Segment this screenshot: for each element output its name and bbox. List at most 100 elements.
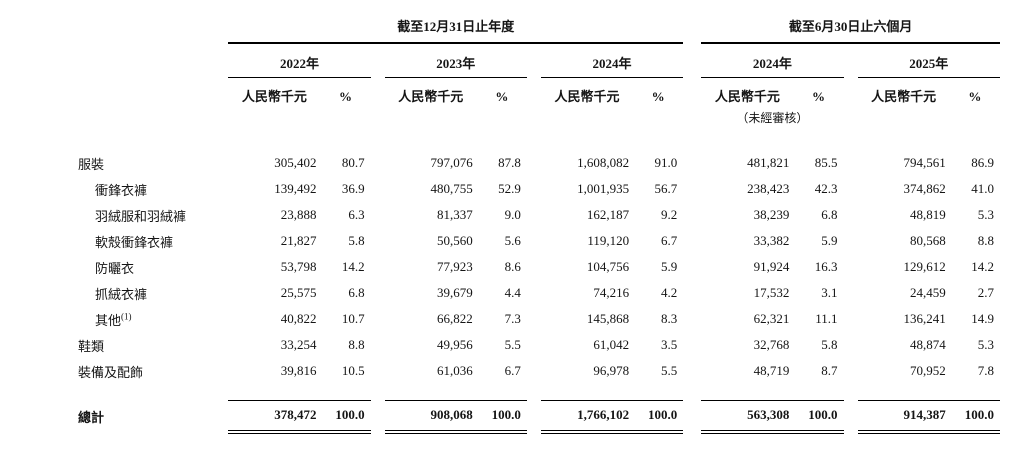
value-cell: 50,560	[437, 233, 473, 248]
pct-cell: 11.1	[815, 311, 838, 326]
table-row: 抓絨衣褲 25,575 6.8 39,679 4.4 74,216 4.2 17,532 3.1…	[78, 280, 1000, 306]
pct-cell: 5.5	[504, 337, 521, 352]
unit-header-rmb: 人民幣千元	[554, 89, 620, 104]
pct-cell: 8.8	[977, 233, 994, 248]
value-cell: 162,187	[586, 207, 630, 222]
unaudited-note-row: （未經審核）	[78, 107, 1000, 126]
pct-cell: 5.3	[977, 337, 994, 352]
value-cell: 1,608,082	[577, 155, 630, 170]
pct-cell: 91.0	[654, 155, 678, 170]
table-row: 鞋類 33,254 8.8 49,956 5.5 61,042 3.5 32,768 5.8 48…	[78, 332, 1000, 358]
value-cell: 33,254	[280, 337, 317, 352]
pct-cell: 5.9	[821, 233, 838, 248]
pct-cell: 85.5	[814, 155, 838, 170]
value-cell: 96,978	[593, 363, 630, 378]
table-row: 防曬衣 53,798 14.2 77,923 8.6 104,756 5.9 91,924 16…	[78, 254, 1000, 280]
spacer-row	[78, 126, 1000, 150]
unit-header-row: 人民幣千元 % 人民幣千元 % 人民幣千元 % 人民幣千元 % 人民幣千元 %	[78, 78, 1000, 108]
spacer-row	[78, 384, 1000, 400]
unit-header-pct: %	[811, 89, 825, 104]
table-row: 軟殼衝鋒衣褲 21,827 5.8 50,560 5.6 119,120 6.7 33,382…	[78, 228, 1000, 254]
value-cell: 38,239	[753, 207, 790, 222]
pct-cell: 56.7	[654, 181, 678, 196]
unit-header-rmb: 人民幣千元	[714, 89, 780, 104]
pct-cell: 4.2	[660, 285, 678, 300]
value-cell: 48,819	[909, 207, 946, 222]
total-row: 總計 378,472 100.0 908,068 100.0 1,766,102 100.0…	[78, 399, 1000, 434]
value-cell: 53,798	[280, 259, 317, 274]
unit-header-rmb: 人民幣千元	[871, 89, 937, 104]
value-cell: 480,755	[430, 181, 473, 196]
pct-cell: 9.2	[660, 207, 678, 222]
value-cell: 563,308	[701, 399, 794, 434]
pct-cell: 7.3	[504, 311, 521, 326]
value-cell: 91,924	[753, 259, 790, 274]
pct-cell: 4.4	[504, 285, 521, 300]
value-cell: 32,768	[753, 337, 790, 352]
year-2025-interim: 2025年	[857, 43, 1000, 78]
table-row: 裝備及配飾 39,816 10.5 61,036 6.7 96,978 5.5 48,719 8…	[78, 358, 1000, 384]
value-cell: 374,862	[903, 181, 946, 196]
pct-cell: 10.7	[341, 311, 365, 326]
value-cell: 305,402	[274, 155, 317, 170]
value-cell: 104,756	[586, 259, 630, 274]
row-label: 鞋類	[78, 338, 105, 354]
row-label: 羽絨服和羽絨褲	[95, 208, 187, 224]
value-cell: 908,068	[384, 399, 477, 434]
value-cell: 119,120	[587, 233, 630, 248]
pct-cell: 87.8	[498, 155, 521, 170]
value-cell: 139,492	[274, 181, 317, 196]
pct-cell: 3.1	[821, 285, 838, 300]
pct-cell: 14.2	[971, 259, 994, 274]
value-cell: 62,321	[753, 311, 790, 326]
value-cell: 80,568	[909, 233, 946, 248]
year-2024: 2024年	[540, 43, 684, 78]
pct-cell: 10.5	[341, 363, 365, 378]
pct-cell: 6.8	[348, 285, 365, 300]
value-cell: 17,532	[753, 285, 790, 300]
value-cell: 77,923	[437, 259, 473, 274]
value-cell: 129,612	[903, 259, 946, 274]
pct-cell: 5.9	[660, 259, 678, 274]
pct-cell: 86.9	[971, 155, 994, 170]
pct-cell: 5.5	[660, 363, 678, 378]
pct-cell: 5.8	[821, 337, 838, 352]
pct-cell: 42.3	[814, 181, 838, 196]
value-cell: 797,076	[430, 155, 473, 170]
pct-cell: 6.7	[660, 233, 678, 248]
prospectus-page: 截至12月31日止年度 截至6月30日止六個月 2022年 2023年 2024…	[78, 16, 1000, 434]
table-body: 服裝 305,402 80.7 797,076 87.8 1,608,082 91.0 481…	[78, 126, 1000, 434]
pct-cell: 8.8	[348, 337, 365, 352]
table-row: 羽絨服和羽絨褲 23,888 6.3 81,337 9.0 162,187 9.2 38,23…	[78, 202, 1000, 228]
period-group-row: 截至12月31日止年度 截至6月30日止六個月	[78, 16, 1000, 44]
pct-cell: 6.8	[821, 207, 838, 222]
table-row: 衝鋒衣褲 139,492 36.9 480,755 52.9 1,001,935 56.7 2…	[78, 176, 1000, 202]
row-label: 防曬衣	[95, 260, 135, 276]
year-2023: 2023年	[384, 43, 527, 78]
pct-cell: 100.0	[633, 399, 684, 434]
value-cell: 49,956	[437, 337, 473, 352]
pct-cell: 8.7	[821, 363, 838, 378]
row-label: 服裝	[78, 156, 105, 172]
pct-cell: 100.0	[949, 399, 1000, 434]
pct-cell: 6.7	[504, 363, 521, 378]
value-cell: 25,575	[280, 285, 317, 300]
value-cell: 33,382	[753, 233, 790, 248]
period-group-interim: 截至6月30日止六個月	[701, 16, 1000, 44]
value-cell: 23,888	[280, 207, 317, 222]
value-cell: 145,868	[586, 311, 630, 326]
unaudited-note: （未經審核）	[736, 111, 809, 125]
year-header-row: 2022年 2023年 2024年 2024年 2025年	[78, 43, 1000, 78]
value-cell: 48,874	[909, 337, 946, 352]
revenue-breakdown-table: 截至12月31日止年度 截至6月30日止六個月 2022年 2023年 2024…	[78, 16, 1000, 434]
pct-cell: 9.0	[504, 207, 521, 222]
pct-cell: 3.5	[660, 337, 678, 352]
year-2024-interim: 2024年	[701, 43, 844, 78]
value-cell: 378,472	[228, 399, 321, 434]
value-cell: 40,822	[280, 311, 317, 326]
pct-cell: 36.9	[341, 181, 365, 196]
unit-header-rmb: 人民幣千元	[241, 89, 307, 104]
value-cell: 21,827	[280, 233, 317, 248]
value-cell: 70,952	[909, 363, 946, 378]
value-cell: 61,036	[437, 363, 473, 378]
